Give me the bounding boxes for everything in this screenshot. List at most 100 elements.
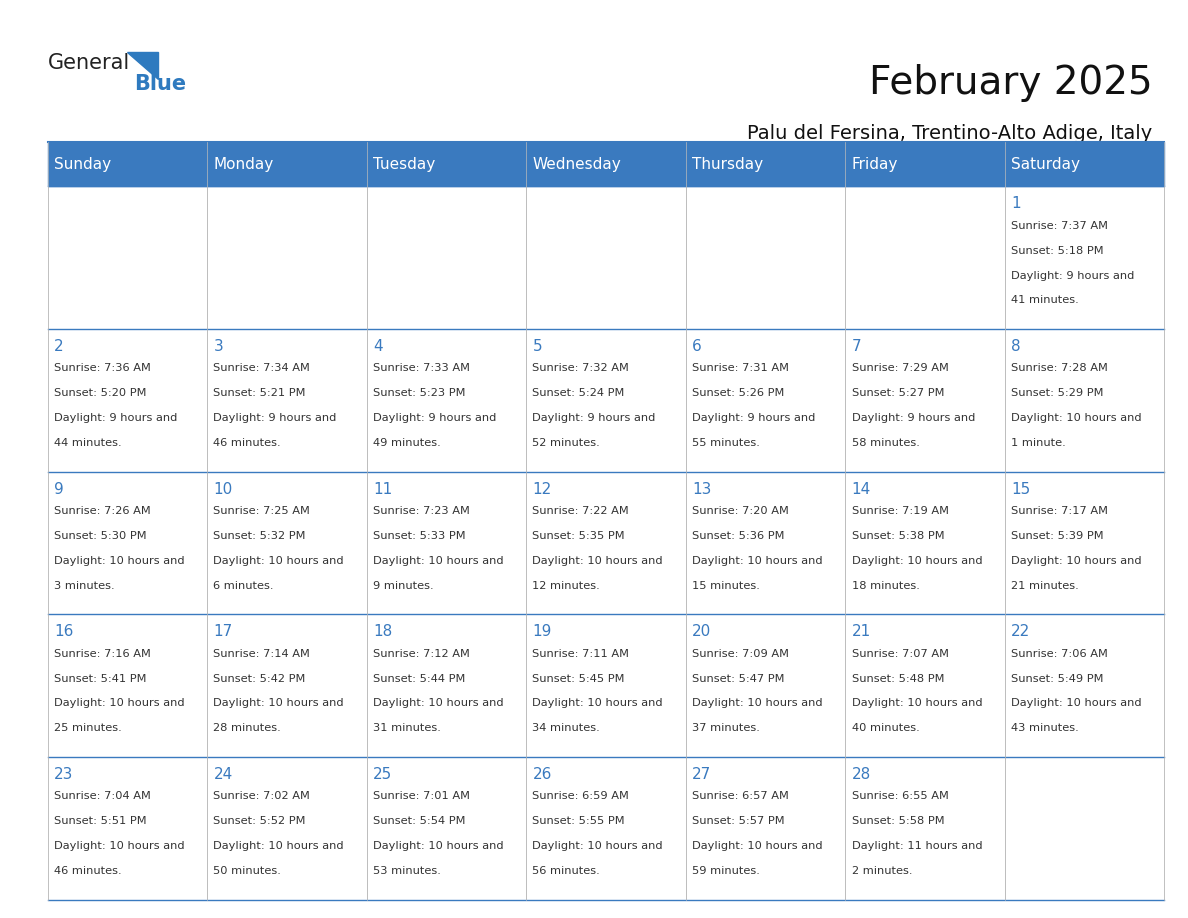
Text: Sunrise: 7:01 AM: Sunrise: 7:01 AM: [373, 791, 470, 801]
FancyBboxPatch shape: [526, 329, 685, 472]
Text: 12 minutes.: 12 minutes.: [532, 581, 600, 591]
Text: Sunrise: 7:17 AM: Sunrise: 7:17 AM: [1011, 506, 1108, 516]
Text: Sunset: 5:44 PM: Sunset: 5:44 PM: [373, 674, 466, 684]
Text: Daylight: 10 hours and: Daylight: 10 hours and: [532, 699, 663, 709]
Text: 46 minutes.: 46 minutes.: [53, 866, 121, 876]
Text: 7: 7: [852, 339, 861, 354]
Text: Sunset: 5:30 PM: Sunset: 5:30 PM: [53, 531, 146, 541]
Text: Sunset: 5:23 PM: Sunset: 5:23 PM: [373, 388, 466, 398]
FancyBboxPatch shape: [367, 472, 526, 614]
Text: Daylight: 9 hours and: Daylight: 9 hours and: [693, 413, 815, 423]
FancyBboxPatch shape: [207, 757, 367, 900]
Text: 14: 14: [852, 482, 871, 497]
Text: Daylight: 10 hours and: Daylight: 10 hours and: [532, 841, 663, 851]
Text: Sunset: 5:51 PM: Sunset: 5:51 PM: [53, 816, 146, 826]
Text: Sunset: 5:48 PM: Sunset: 5:48 PM: [852, 674, 944, 684]
Text: 21 minutes.: 21 minutes.: [1011, 581, 1079, 591]
Text: 2: 2: [53, 339, 63, 354]
Text: Sunrise: 7:33 AM: Sunrise: 7:33 AM: [373, 364, 470, 374]
FancyBboxPatch shape: [845, 142, 1005, 186]
Text: Daylight: 10 hours and: Daylight: 10 hours and: [1011, 555, 1142, 565]
Text: Sunrise: 7:37 AM: Sunrise: 7:37 AM: [1011, 220, 1108, 230]
Text: Sunset: 5:18 PM: Sunset: 5:18 PM: [1011, 245, 1104, 255]
Text: Sunrise: 7:11 AM: Sunrise: 7:11 AM: [532, 648, 630, 658]
Text: Sunrise: 7:36 AM: Sunrise: 7:36 AM: [53, 364, 151, 374]
Text: 8: 8: [1011, 339, 1020, 354]
FancyBboxPatch shape: [367, 757, 526, 900]
Text: Sunrise: 7:14 AM: Sunrise: 7:14 AM: [214, 648, 310, 658]
Text: Sunrise: 7:22 AM: Sunrise: 7:22 AM: [532, 506, 630, 516]
Text: 40 minutes.: 40 minutes.: [852, 723, 920, 733]
Text: Daylight: 10 hours and: Daylight: 10 hours and: [53, 555, 184, 565]
Text: 53 minutes.: 53 minutes.: [373, 866, 441, 876]
Text: Sunset: 5:36 PM: Sunset: 5:36 PM: [693, 531, 784, 541]
Text: 41 minutes.: 41 minutes.: [1011, 296, 1079, 306]
FancyBboxPatch shape: [48, 472, 207, 614]
Text: Sunrise: 7:26 AM: Sunrise: 7:26 AM: [53, 506, 151, 516]
FancyBboxPatch shape: [685, 142, 845, 186]
Text: 11: 11: [373, 482, 392, 497]
Text: 4: 4: [373, 339, 383, 354]
Text: Daylight: 10 hours and: Daylight: 10 hours and: [373, 699, 504, 709]
Text: Sunset: 5:58 PM: Sunset: 5:58 PM: [852, 816, 944, 826]
Text: Daylight: 9 hours and: Daylight: 9 hours and: [53, 413, 177, 423]
FancyBboxPatch shape: [48, 186, 207, 329]
Text: Sunset: 5:24 PM: Sunset: 5:24 PM: [532, 388, 625, 398]
Text: Sunrise: 7:31 AM: Sunrise: 7:31 AM: [693, 364, 789, 374]
FancyBboxPatch shape: [48, 329, 207, 472]
Text: 34 minutes.: 34 minutes.: [532, 723, 600, 733]
Text: Sunset: 5:32 PM: Sunset: 5:32 PM: [214, 531, 307, 541]
Text: Daylight: 10 hours and: Daylight: 10 hours and: [693, 841, 822, 851]
Text: Sunset: 5:41 PM: Sunset: 5:41 PM: [53, 674, 146, 684]
Text: Daylight: 11 hours and: Daylight: 11 hours and: [852, 841, 982, 851]
FancyBboxPatch shape: [845, 329, 1005, 472]
FancyBboxPatch shape: [1005, 329, 1164, 472]
Text: February 2025: February 2025: [868, 64, 1152, 102]
Text: Sunset: 5:52 PM: Sunset: 5:52 PM: [214, 816, 307, 826]
Text: 46 minutes.: 46 minutes.: [214, 438, 282, 448]
Text: Sunrise: 7:25 AM: Sunrise: 7:25 AM: [214, 506, 310, 516]
Text: Blue: Blue: [134, 73, 187, 94]
FancyBboxPatch shape: [367, 186, 526, 329]
Text: Sunrise: 7:16 AM: Sunrise: 7:16 AM: [53, 648, 151, 658]
Text: 10: 10: [214, 482, 233, 497]
Text: Sunset: 5:54 PM: Sunset: 5:54 PM: [373, 816, 466, 826]
FancyBboxPatch shape: [48, 614, 207, 757]
Text: 31 minutes.: 31 minutes.: [373, 723, 441, 733]
FancyBboxPatch shape: [685, 186, 845, 329]
FancyBboxPatch shape: [845, 186, 1005, 329]
Text: Sunrise: 7:04 AM: Sunrise: 7:04 AM: [53, 791, 151, 801]
Text: Sunset: 5:35 PM: Sunset: 5:35 PM: [532, 531, 625, 541]
Text: 25: 25: [373, 767, 392, 782]
FancyBboxPatch shape: [685, 472, 845, 614]
FancyBboxPatch shape: [845, 757, 1005, 900]
Text: Daylight: 10 hours and: Daylight: 10 hours and: [373, 555, 504, 565]
FancyBboxPatch shape: [1005, 614, 1164, 757]
Text: Daylight: 10 hours and: Daylight: 10 hours and: [532, 555, 663, 565]
Text: 15: 15: [1011, 482, 1030, 497]
Text: 6 minutes.: 6 minutes.: [214, 581, 274, 591]
Text: 28 minutes.: 28 minutes.: [214, 723, 282, 733]
Text: Daylight: 10 hours and: Daylight: 10 hours and: [214, 841, 345, 851]
Text: 56 minutes.: 56 minutes.: [532, 866, 600, 876]
FancyBboxPatch shape: [1005, 757, 1164, 900]
Text: Sunrise: 7:09 AM: Sunrise: 7:09 AM: [693, 648, 789, 658]
Text: 5: 5: [532, 339, 542, 354]
Text: Thursday: Thursday: [693, 157, 763, 172]
FancyBboxPatch shape: [1005, 472, 1164, 614]
Text: Friday: Friday: [852, 157, 898, 172]
Text: 15 minutes.: 15 minutes.: [693, 581, 760, 591]
FancyBboxPatch shape: [845, 614, 1005, 757]
Text: 3 minutes.: 3 minutes.: [53, 581, 114, 591]
FancyBboxPatch shape: [685, 757, 845, 900]
Text: 1: 1: [1011, 196, 1020, 211]
Text: 19: 19: [532, 624, 552, 639]
FancyBboxPatch shape: [207, 614, 367, 757]
Text: 24: 24: [214, 767, 233, 782]
Text: 21: 21: [852, 624, 871, 639]
Text: Daylight: 9 hours and: Daylight: 9 hours and: [1011, 271, 1135, 281]
Text: 12: 12: [532, 482, 551, 497]
Text: 9 minutes.: 9 minutes.: [373, 581, 434, 591]
Text: 55 minutes.: 55 minutes.: [693, 438, 760, 448]
FancyBboxPatch shape: [1005, 142, 1164, 186]
